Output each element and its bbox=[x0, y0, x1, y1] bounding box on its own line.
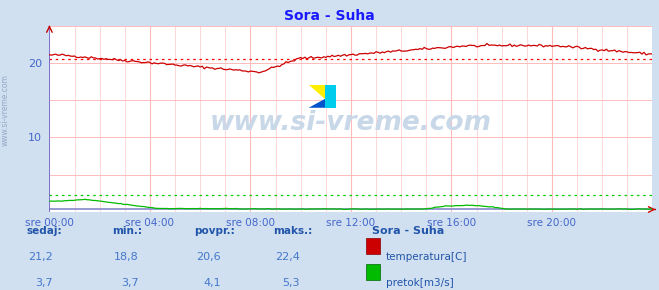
Text: sedaj:: sedaj: bbox=[26, 226, 62, 236]
Text: www.si-vreme.com: www.si-vreme.com bbox=[210, 110, 492, 136]
Text: 3,7: 3,7 bbox=[35, 278, 53, 288]
Text: 18,8: 18,8 bbox=[113, 252, 138, 262]
Polygon shape bbox=[308, 86, 325, 99]
Text: 3,7: 3,7 bbox=[121, 278, 138, 288]
Text: Sora - Suha: Sora - Suha bbox=[284, 9, 375, 23]
Text: www.si-vreme.com: www.si-vreme.com bbox=[1, 74, 10, 146]
Text: Sora - Suha: Sora - Suha bbox=[372, 226, 445, 236]
Text: maks.:: maks.: bbox=[273, 226, 313, 236]
Text: min.:: min.: bbox=[112, 226, 142, 236]
Text: temperatura[C]: temperatura[C] bbox=[386, 252, 467, 262]
Polygon shape bbox=[325, 86, 336, 108]
Polygon shape bbox=[308, 99, 325, 108]
Text: 4,1: 4,1 bbox=[203, 278, 221, 288]
Text: pretok[m3/s]: pretok[m3/s] bbox=[386, 278, 453, 288]
Text: 20,6: 20,6 bbox=[196, 252, 221, 262]
Text: 21,2: 21,2 bbox=[28, 252, 53, 262]
Text: povpr.:: povpr.: bbox=[194, 226, 235, 236]
Text: 5,3: 5,3 bbox=[282, 278, 300, 288]
Text: 22,4: 22,4 bbox=[275, 252, 300, 262]
